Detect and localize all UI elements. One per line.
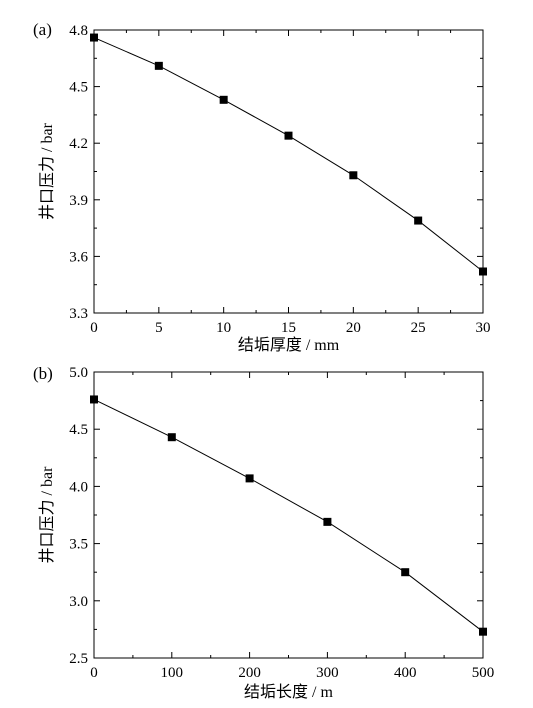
x-tick-label: 0 bbox=[90, 665, 98, 681]
chart-panel-a: 0 5 10 15 20 25 30 3.3 3.6 3.9 4.2 4.5 4.8 (a) 结垢厚度 / … bbox=[33, 20, 491, 354]
x-axis-label: 结垢厚度 / mm bbox=[238, 336, 340, 354]
y-tick-label: 3.3 bbox=[69, 306, 88, 322]
y-tick-label: 4.2 bbox=[69, 136, 88, 152]
data-point-marker bbox=[479, 627, 487, 636]
y-tick-label: 3.0 bbox=[69, 594, 88, 610]
x-tick-label: 300 bbox=[316, 665, 339, 681]
y-tick-label: 3.5 bbox=[69, 537, 88, 553]
data-point-marker bbox=[167, 433, 176, 442]
data-point-marker bbox=[284, 131, 293, 140]
x-tick-label: 200 bbox=[238, 665, 261, 681]
data-point-marker bbox=[219, 95, 228, 104]
plot-frame bbox=[93, 371, 484, 659]
y-axis-label: 井口压力 / bar bbox=[38, 466, 56, 564]
data-point-marker bbox=[245, 474, 254, 483]
x-axis-label: 结垢长度 / m bbox=[244, 683, 333, 701]
panel-label: (a) bbox=[33, 20, 52, 39]
data-point-marker bbox=[401, 568, 410, 577]
y-tick-label: 4.0 bbox=[69, 479, 88, 495]
data-point-marker bbox=[90, 33, 98, 42]
x-tick-label: 5 bbox=[155, 320, 163, 336]
x-tick-label: 100 bbox=[161, 665, 184, 681]
data-point-marker bbox=[154, 61, 163, 70]
x-tick-label: 0 bbox=[90, 320, 98, 336]
x-tick-label: 10 bbox=[216, 320, 231, 336]
data-point-marker bbox=[349, 171, 358, 180]
data-point-marker bbox=[479, 267, 487, 276]
x-tick-label: 500 bbox=[472, 665, 495, 681]
x-tick-label: 30 bbox=[476, 320, 491, 336]
series-line bbox=[93, 399, 484, 633]
x-tick-label: 400 bbox=[394, 665, 417, 681]
y-tick-label: 4.5 bbox=[69, 422, 88, 438]
y-tick-label: 3.6 bbox=[69, 249, 88, 265]
panel-label: (b) bbox=[33, 364, 53, 383]
x-tick-label: 25 bbox=[411, 320, 426, 336]
y-tick-label: 2.5 bbox=[69, 651, 88, 667]
data-point-marker bbox=[323, 517, 332, 526]
series-line bbox=[93, 37, 484, 272]
y-tick-label: 5.0 bbox=[69, 365, 88, 381]
y-tick-label: 4.5 bbox=[69, 80, 88, 96]
y-tick-label: 4.8 bbox=[69, 23, 88, 39]
plot-frame bbox=[93, 29, 484, 314]
x-tick-label: 15 bbox=[281, 320, 296, 336]
y-axis-label: 井口压力 / bar bbox=[38, 122, 56, 220]
chart-panel-b: 0 100 200 300 400 500 2.5 3.0 3.5 4.0 4.5 5.0 (b) 结垢长… bbox=[33, 364, 494, 701]
data-point-marker bbox=[414, 216, 423, 225]
x-tick-label: 20 bbox=[346, 320, 361, 336]
data-point-marker bbox=[90, 395, 98, 404]
y-tick-label: 3.9 bbox=[69, 193, 88, 209]
